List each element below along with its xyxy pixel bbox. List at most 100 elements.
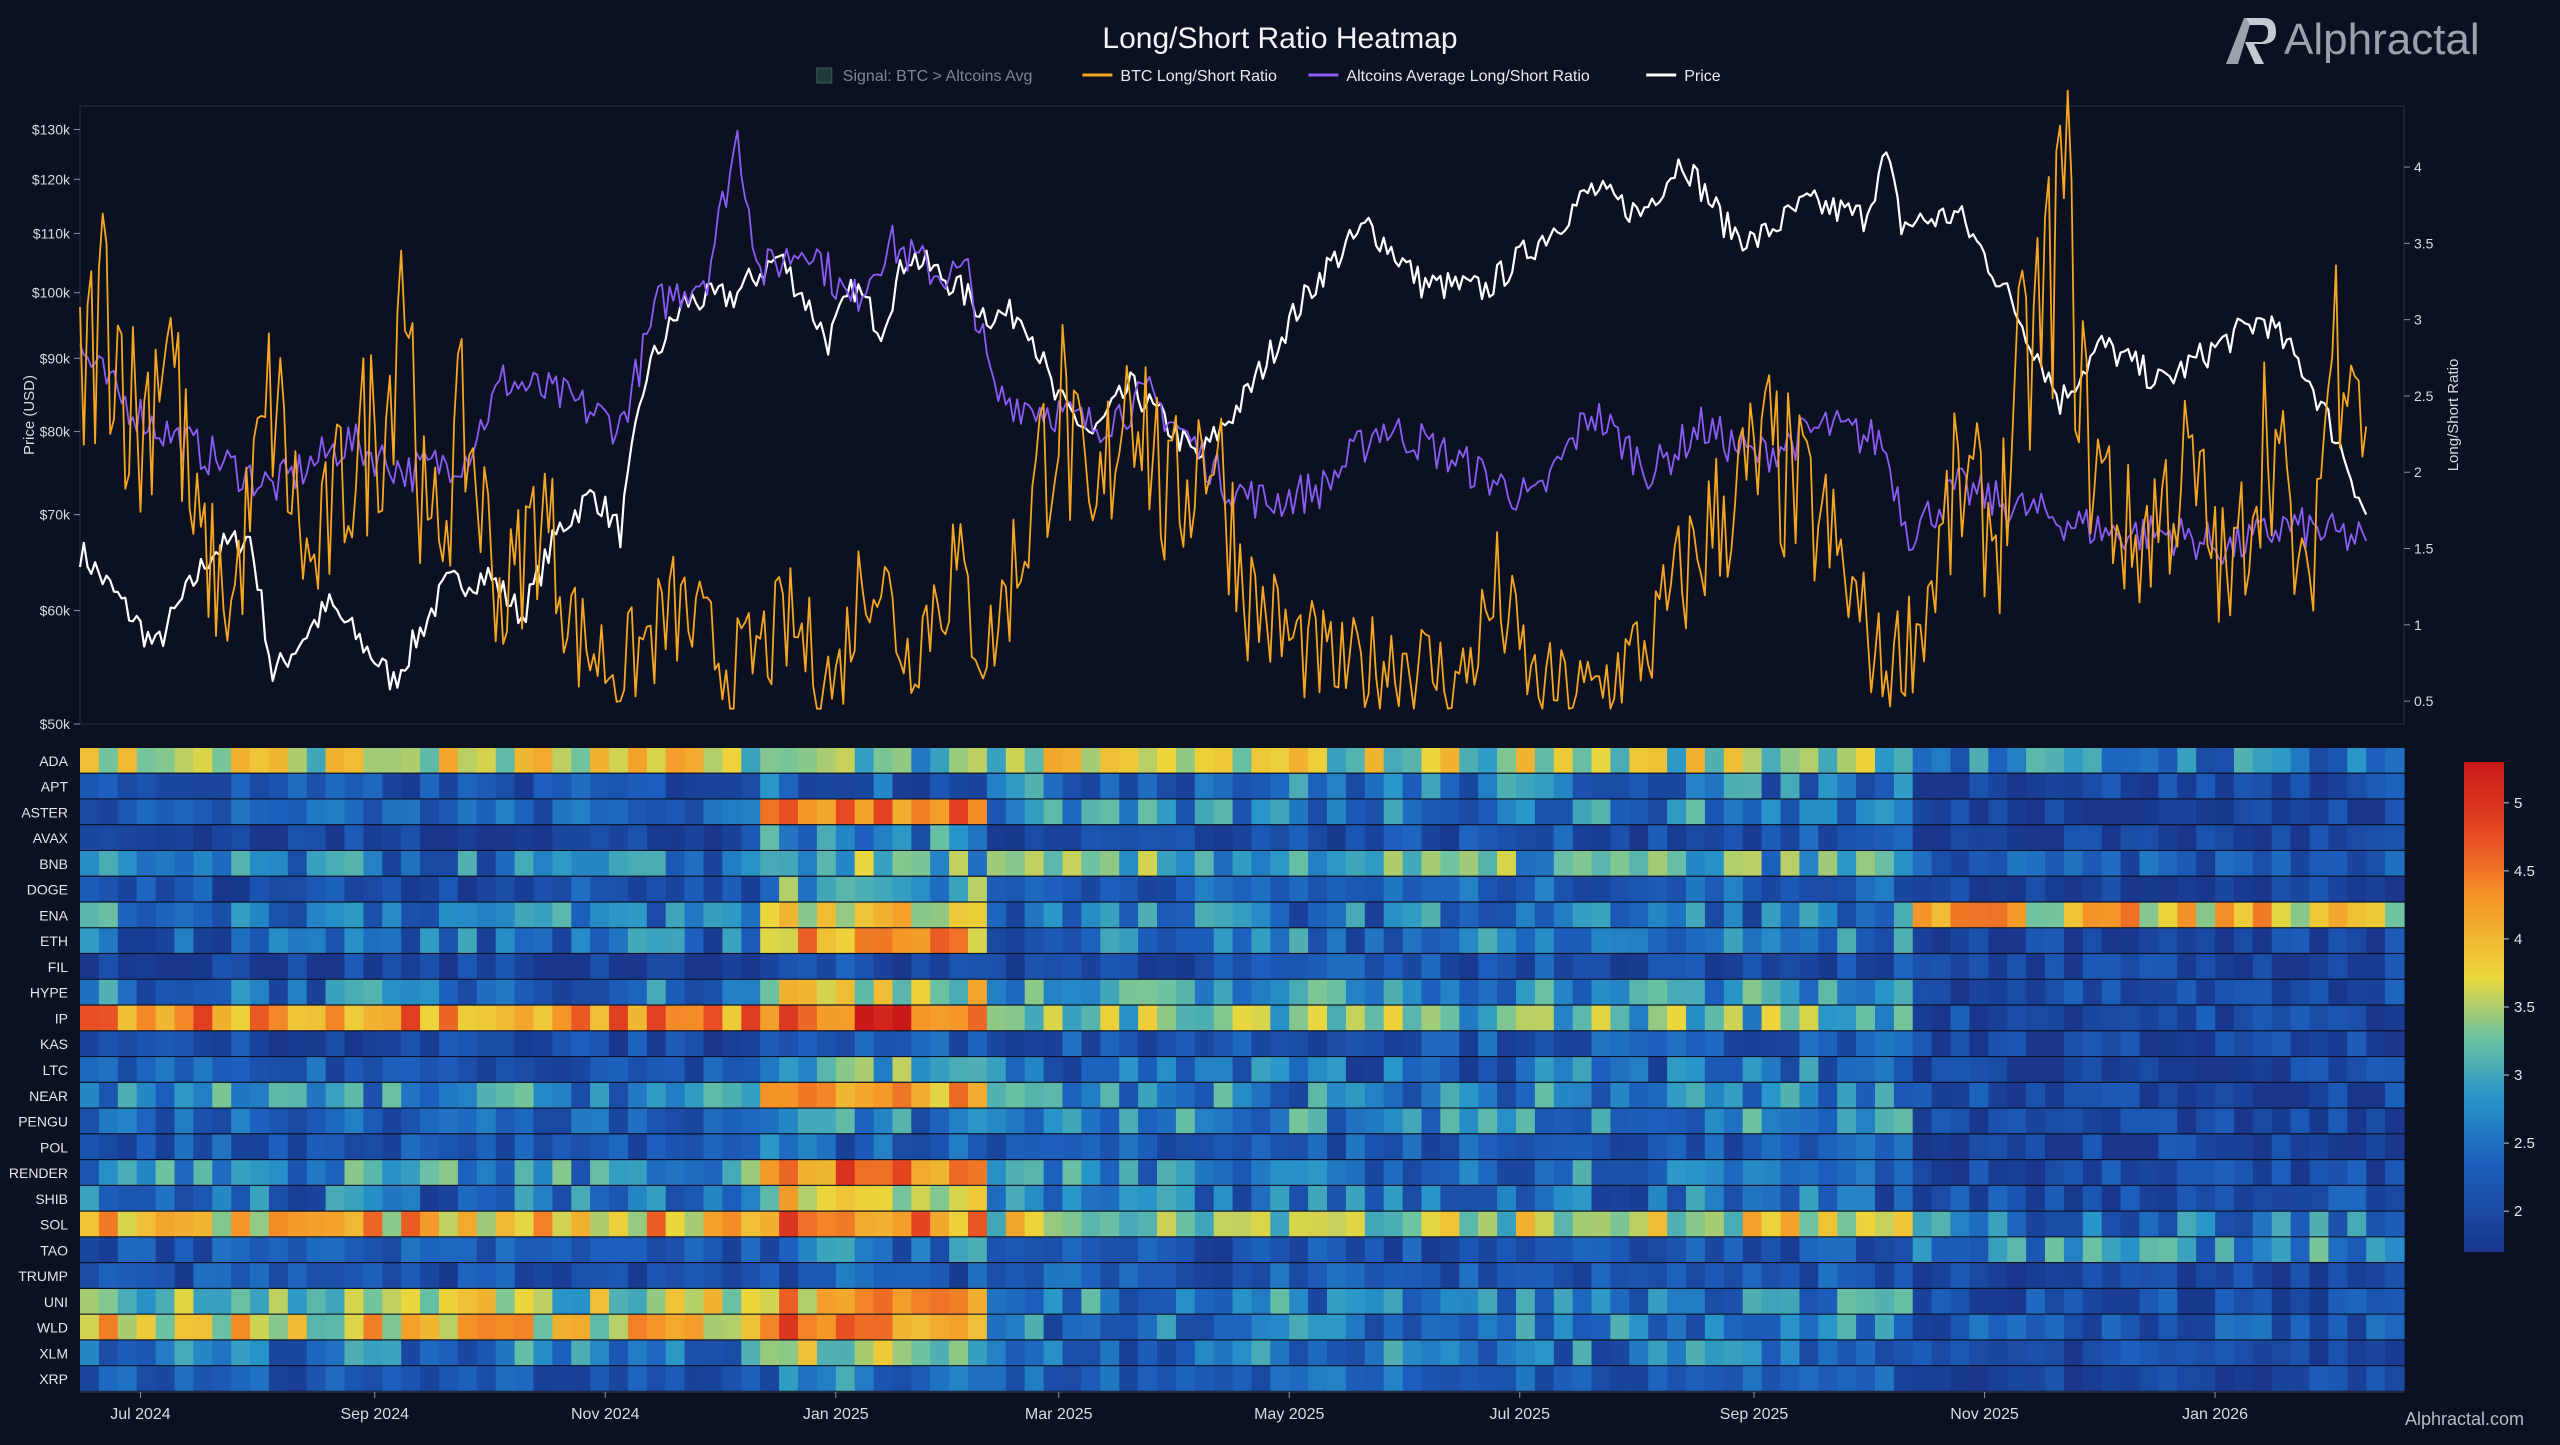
heatmap-cell <box>1289 928 1309 953</box>
heatmap-cell <box>1100 799 1120 825</box>
heatmap-cell <box>816 979 837 1005</box>
heatmap-cell <box>2347 825 2367 850</box>
heatmap-cell <box>1799 773 1819 799</box>
heatmap-cell <box>1251 773 1271 799</box>
heatmap-cell <box>1553 773 1574 799</box>
heatmap-cell <box>1383 1057 1404 1082</box>
heatmap-cell <box>2082 1134 2103 1159</box>
heatmap-cell <box>2309 1134 2329 1159</box>
heatmap-cell <box>344 1289 364 1314</box>
heatmap-cell <box>287 799 308 825</box>
heatmap-cell <box>2328 1366 2348 1391</box>
heatmap-cell <box>1837 1263 1857 1288</box>
heatmap-cell <box>1742 1237 1763 1262</box>
heatmap-cell <box>798 979 818 1005</box>
heatmap-cell <box>212 1263 232 1288</box>
heatmap-cell <box>1591 748 1611 773</box>
heatmap-cell <box>98 1005 119 1031</box>
heatmap-cell <box>2290 1237 2311 1262</box>
heatmap-cell <box>1837 1211 1857 1237</box>
heatmap-cell <box>1478 1314 1498 1340</box>
heatmap-cell <box>193 851 213 876</box>
heatmap-cell <box>873 825 894 850</box>
heatmap-cell <box>1289 773 1309 799</box>
heatmap-cell <box>2328 825 2348 850</box>
heatmap-cell <box>382 1340 402 1366</box>
heatmap-cell <box>1553 1160 1574 1185</box>
heatmap-cell <box>1459 1005 1479 1031</box>
heatmap-cell <box>2328 902 2348 928</box>
heatmap-cell <box>1459 1289 1479 1314</box>
heatmap-cell <box>2045 799 2065 825</box>
heatmap-cell <box>136 902 157 928</box>
heatmap-cell <box>2385 1340 2405 1366</box>
heatmap-cell <box>117 825 138 850</box>
heatmap-cell <box>1270 799 1290 825</box>
heatmap-cell <box>1138 979 1158 1005</box>
heatmap-cell <box>117 1289 138 1314</box>
heatmap-cell <box>590 979 610 1005</box>
heatmap-cell <box>514 748 535 773</box>
heatmap-cell <box>1421 825 1441 850</box>
heatmap-cell <box>363 928 383 953</box>
heatmap-cell <box>1157 1057 1177 1082</box>
heatmap-cell <box>816 1031 837 1056</box>
heatmap-cell <box>457 954 478 979</box>
heatmap-cell <box>1686 1082 1706 1108</box>
heatmap-cell <box>646 1031 667 1056</box>
heatmap-cell <box>2196 1108 2216 1134</box>
heatmap-cell <box>2347 1237 2367 1262</box>
heatmap-cell <box>930 1057 950 1082</box>
heatmap-cell <box>760 748 780 773</box>
heatmap-cell <box>2271 1366 2292 1391</box>
heatmap-cell <box>212 1211 232 1237</box>
heatmap-cell <box>1893 928 1914 953</box>
heatmap-cell <box>1572 1185 1593 1211</box>
heatmap-cell <box>2234 799 2254 825</box>
heatmap-cell <box>552 1366 572 1391</box>
heatmap-cell <box>2101 1082 2122 1108</box>
heatmap-cell <box>1837 1237 1857 1262</box>
y-tick-label: $110k <box>33 225 71 241</box>
heatmap-cell <box>1534 825 1555 850</box>
heatmap-cell <box>1780 928 1800 953</box>
heatmap-cell <box>646 825 667 850</box>
heatmap-cell <box>2328 1160 2348 1185</box>
heatmap-cell <box>1780 1160 1800 1185</box>
heatmap-cell <box>1686 1160 1706 1185</box>
alphractal-logo-icon <box>2226 18 2276 64</box>
heatmap-cell <box>117 1108 138 1134</box>
heatmap-cell <box>1742 825 1763 850</box>
heatmap-cell <box>646 773 667 799</box>
heatmap-cell <box>2120 1082 2141 1108</box>
heatmap-cell <box>382 748 402 773</box>
heatmap-cell <box>1289 876 1309 902</box>
heatmap-cell <box>287 979 308 1005</box>
heatmap-cell <box>1308 1108 1328 1134</box>
heatmap-cell <box>268 825 289 850</box>
heatmap-cell <box>2026 1211 2046 1237</box>
heatmap-cell <box>779 1134 799 1159</box>
heatmap-cell <box>495 1082 516 1108</box>
heatmap-cell <box>1516 748 1536 773</box>
heatmap-cell <box>930 1108 950 1134</box>
heatmap-cell <box>684 979 705 1005</box>
heatmap-cell <box>1478 1082 1498 1108</box>
heatmap-cell <box>1213 825 1234 850</box>
heatmap-cell <box>2045 1031 2065 1056</box>
heatmap-cell <box>1950 1263 1970 1288</box>
heatmap-cell <box>476 1031 497 1056</box>
heatmap-cell <box>439 1108 459 1134</box>
heatmap-cell <box>2158 1005 2178 1031</box>
heatmap-cell <box>268 928 289 953</box>
heatmap-cell <box>514 1314 535 1340</box>
heatmap-cell <box>1440 1366 1460 1391</box>
heatmap-cell <box>2026 799 2046 825</box>
heatmap-cell <box>741 1340 761 1366</box>
heatmap-cell <box>1931 773 1952 799</box>
heatmap-cell <box>1402 799 1423 825</box>
heatmap-cell <box>1610 1160 1630 1185</box>
heatmap-cell <box>798 1057 818 1082</box>
heatmap-cell <box>1969 1314 1989 1340</box>
heatmap-cell <box>646 1211 667 1237</box>
